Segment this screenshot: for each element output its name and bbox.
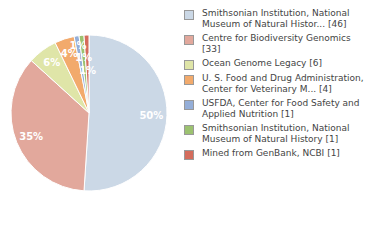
html-text:Ocean Genome Legacy [6]: Ocean Genome Legacy [6] (202, 58, 322, 68)
html-text:Smithsonian Institution, Natio: Smithsonian Institution, National Museum… (202, 123, 350, 144)
svg-text:1%: 1% (79, 65, 96, 76)
html-text:U. S. Food and Drug Administra: U. S. Food and Drug Administration, Cent… (202, 73, 364, 94)
html-text:Smithsonian Institution, Natio: Smithsonian Institution, National Museum… (202, 8, 350, 29)
svg-text:35%: 35% (19, 131, 43, 142)
svg-text:1%: 1% (75, 52, 92, 63)
html-text:USFDA, Center for Food Safety: USFDA, Center for Food Safety and Applie… (202, 98, 360, 119)
html-text:Mined from GenBank, NCBI [1]: Mined from GenBank, NCBI [1] (202, 148, 340, 158)
svg-text:50%: 50% (139, 110, 163, 121)
html-text:Centre for Biodiversity Genomi: Centre for Biodiversity Genomics [33] (202, 33, 351, 54)
svg-text:1%: 1% (70, 40, 87, 51)
svg-text:6%: 6% (43, 57, 60, 68)
